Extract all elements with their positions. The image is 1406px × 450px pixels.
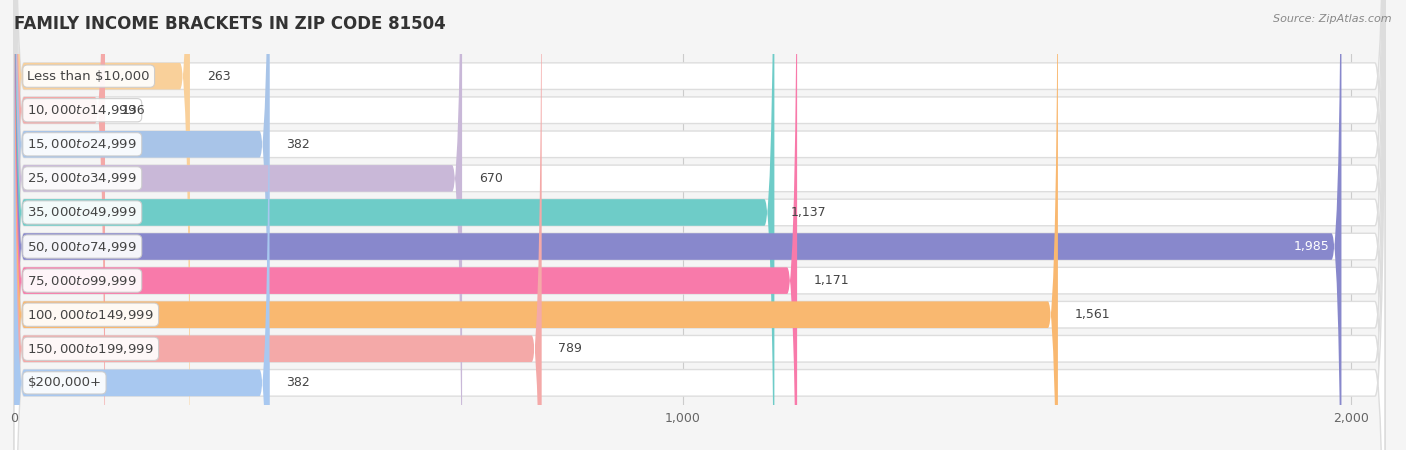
- FancyBboxPatch shape: [14, 0, 1385, 450]
- FancyBboxPatch shape: [14, 0, 1385, 450]
- Text: $35,000 to $49,999: $35,000 to $49,999: [28, 206, 138, 220]
- FancyBboxPatch shape: [14, 0, 797, 450]
- FancyBboxPatch shape: [14, 0, 1385, 450]
- Text: $150,000 to $199,999: $150,000 to $199,999: [28, 342, 155, 356]
- Text: $100,000 to $149,999: $100,000 to $149,999: [28, 308, 155, 322]
- Text: $10,000 to $14,999: $10,000 to $14,999: [28, 103, 138, 117]
- FancyBboxPatch shape: [14, 0, 1385, 450]
- Text: $75,000 to $99,999: $75,000 to $99,999: [28, 274, 138, 288]
- Text: 1,985: 1,985: [1294, 240, 1330, 253]
- Text: 670: 670: [479, 172, 503, 185]
- FancyBboxPatch shape: [14, 0, 1385, 450]
- Text: 1,137: 1,137: [792, 206, 827, 219]
- Text: $50,000 to $74,999: $50,000 to $74,999: [28, 239, 138, 253]
- FancyBboxPatch shape: [14, 0, 190, 450]
- Text: 1,171: 1,171: [814, 274, 849, 287]
- FancyBboxPatch shape: [14, 0, 1385, 450]
- Text: 136: 136: [122, 104, 145, 117]
- FancyBboxPatch shape: [14, 0, 1385, 450]
- Text: $15,000 to $24,999: $15,000 to $24,999: [28, 137, 138, 151]
- Text: FAMILY INCOME BRACKETS IN ZIP CODE 81504: FAMILY INCOME BRACKETS IN ZIP CODE 81504: [14, 15, 446, 33]
- FancyBboxPatch shape: [14, 0, 1057, 450]
- Text: 263: 263: [207, 70, 231, 83]
- FancyBboxPatch shape: [14, 0, 463, 450]
- FancyBboxPatch shape: [14, 0, 1385, 450]
- Text: Source: ZipAtlas.com: Source: ZipAtlas.com: [1274, 14, 1392, 23]
- Text: 1,561: 1,561: [1074, 308, 1111, 321]
- Text: 789: 789: [558, 342, 582, 355]
- Text: $25,000 to $34,999: $25,000 to $34,999: [28, 171, 138, 185]
- Text: 382: 382: [287, 376, 309, 389]
- Text: $200,000+: $200,000+: [28, 376, 101, 389]
- FancyBboxPatch shape: [14, 0, 1385, 450]
- FancyBboxPatch shape: [14, 0, 1385, 450]
- Text: Less than $10,000: Less than $10,000: [28, 70, 150, 83]
- FancyBboxPatch shape: [14, 0, 105, 450]
- FancyBboxPatch shape: [14, 0, 270, 450]
- FancyBboxPatch shape: [14, 0, 541, 450]
- FancyBboxPatch shape: [14, 0, 270, 450]
- Text: 382: 382: [287, 138, 309, 151]
- FancyBboxPatch shape: [14, 0, 1341, 450]
- FancyBboxPatch shape: [14, 0, 775, 450]
